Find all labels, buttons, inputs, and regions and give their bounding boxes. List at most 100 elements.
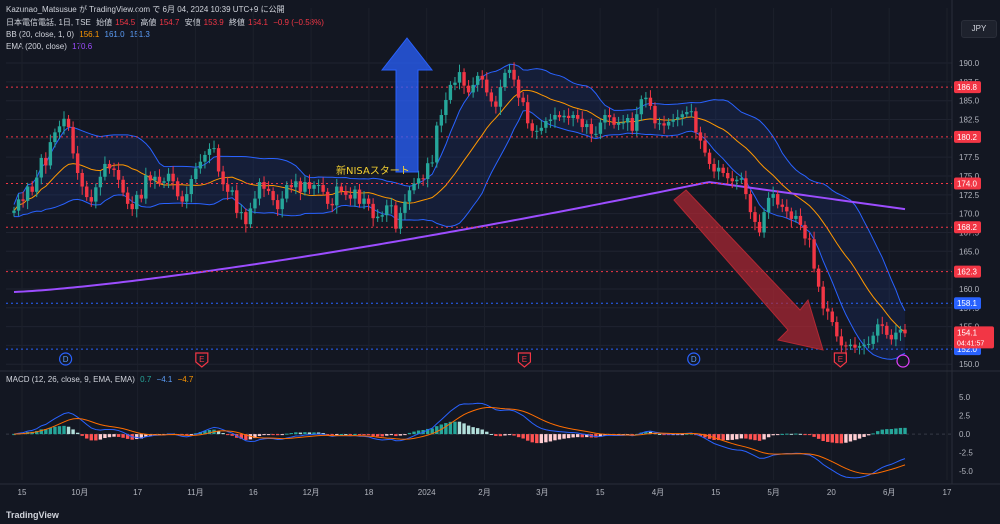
candle (848, 344, 853, 347)
candle (785, 206, 789, 212)
candle (144, 175, 148, 199)
macd-histogram-bar (830, 434, 834, 443)
candle (621, 122, 625, 124)
macd-histogram-bar (807, 434, 812, 436)
candle (125, 192, 130, 204)
macd-histogram-bar (666, 434, 671, 436)
macd-histogram-bar (425, 428, 430, 435)
candle (175, 181, 180, 197)
macd-histogram-bar (598, 434, 603, 437)
macd-histogram-bar (603, 434, 607, 436)
candle (353, 189, 357, 199)
macd-hist-value: 0.7 (140, 375, 152, 384)
macd-histogram-bar (885, 429, 889, 435)
candle (153, 176, 157, 181)
macd-histogram-bar (735, 434, 739, 440)
macd-histogram-bar (39, 429, 43, 435)
candle (194, 168, 198, 180)
macd-histogram-bar (657, 433, 662, 435)
macd-histogram-bar (721, 434, 725, 441)
price-tick-label: 182.5 (959, 116, 980, 125)
candle (762, 212, 766, 233)
level-tag (954, 297, 981, 310)
earnings-marker (517, 352, 532, 368)
candle (748, 194, 753, 213)
candle (121, 179, 125, 193)
bb-legend[interactable]: BB (20, close, 1, 0) 156.1 161.0 151.3 (6, 30, 153, 39)
candle (521, 97, 525, 103)
macd-histogram-bar (462, 423, 466, 435)
macd-histogram-bar (676, 434, 680, 436)
candle (512, 69, 516, 80)
earnings-marker (195, 352, 209, 368)
candle (62, 118, 66, 127)
ema-value: 170.6 (72, 42, 93, 51)
macd-histogram-bar (316, 432, 321, 435)
candle (566, 115, 571, 119)
candle (271, 191, 275, 201)
candle (685, 112, 689, 115)
candle (548, 119, 553, 122)
candle (803, 224, 807, 239)
candle (735, 179, 739, 182)
dividend-marker (58, 352, 73, 366)
macd-histogram-bar (335, 434, 339, 436)
macd-histogram-bar (826, 434, 830, 442)
macd-histogram-bar (330, 434, 334, 436)
macd-histogram-bar (403, 434, 407, 436)
last-price-label: 154.1 (957, 328, 978, 337)
candle (516, 79, 521, 98)
macd-histogram-bar (62, 425, 66, 435)
earnings-marker (833, 352, 847, 368)
time-tick-label: 4月 (652, 488, 664, 497)
level-label: 180.2 (957, 133, 978, 142)
candle (525, 102, 530, 124)
candle (285, 185, 289, 199)
bb-upper-value: 161.0 (104, 30, 125, 39)
macd-histogram-bar (548, 434, 553, 442)
bb-label: BB (20, close, 1, 0) (6, 30, 75, 39)
high-label: 高値 (140, 18, 157, 27)
level-tag (954, 177, 981, 190)
candle (698, 132, 703, 141)
candle (630, 118, 634, 131)
candle (503, 72, 507, 88)
candle (898, 329, 903, 333)
macd-histogram-bar (398, 434, 403, 436)
candle (112, 168, 116, 170)
candle (375, 216, 380, 219)
candle (366, 198, 371, 204)
candle (766, 197, 771, 213)
macd-legend[interactable]: MACD (12, 26, close, 9, EMA, EMA) 0.7 −4… (6, 375, 196, 384)
candle (866, 343, 871, 345)
macd-histogram-bar (385, 434, 389, 436)
earnings-marker-label: E (838, 355, 843, 364)
candle (75, 153, 80, 173)
candle (298, 181, 303, 192)
price-tick-label: 160.0 (959, 285, 980, 294)
bb-upper-line (13, 63, 906, 311)
candle (457, 72, 462, 83)
candle (839, 336, 844, 346)
candle (571, 115, 575, 119)
ema-legend[interactable]: EMA (200, close) 170.6 (6, 42, 95, 51)
candle (80, 172, 84, 187)
macd-histogram-bar (503, 434, 507, 436)
candle (248, 208, 253, 225)
candle (94, 187, 98, 202)
macd-histogram-bar (289, 433, 294, 435)
macd-tick-label: -2.5 (959, 449, 973, 458)
candle (757, 221, 762, 233)
candle (389, 205, 394, 207)
candle (612, 117, 616, 125)
currency-button[interactable]: JPY (961, 20, 997, 38)
macd-histogram-bar (407, 432, 412, 435)
macd-histogram-bar (575, 434, 580, 438)
macd-histogram-bar (494, 434, 498, 436)
macd-histogram-bar (435, 426, 439, 435)
macd-histogram-bar (485, 431, 489, 435)
candle (721, 167, 725, 173)
macd-histogram-bar (453, 421, 457, 435)
candle (71, 127, 75, 154)
